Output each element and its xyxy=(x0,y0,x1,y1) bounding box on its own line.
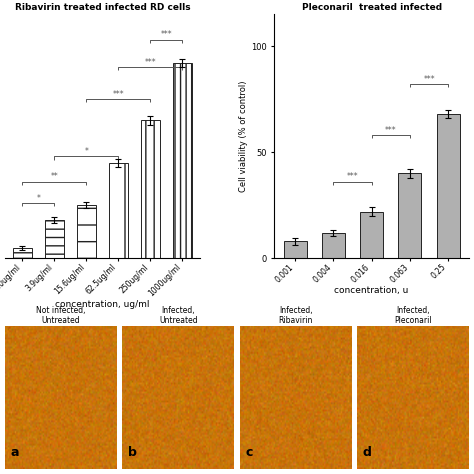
Bar xyxy=(360,212,383,258)
Text: ***: *** xyxy=(423,74,435,83)
Text: ***: *** xyxy=(145,58,156,67)
Title: Infected,
Pleconaril: Infected, Pleconaril xyxy=(394,306,432,325)
Text: ***: *** xyxy=(161,30,172,39)
Text: d: d xyxy=(363,446,372,459)
Text: ***: *** xyxy=(112,90,124,99)
Bar xyxy=(45,220,64,258)
Text: b: b xyxy=(128,446,137,459)
Bar xyxy=(109,163,128,258)
Bar xyxy=(13,248,32,258)
Bar xyxy=(77,205,96,258)
Text: ***: *** xyxy=(385,126,397,135)
Bar xyxy=(322,233,345,258)
Title: Pleconaril  treated infected: Pleconaril treated infected xyxy=(301,3,442,12)
Text: ***: *** xyxy=(346,173,358,181)
Text: **: ** xyxy=(50,173,58,181)
Bar xyxy=(173,63,192,258)
Text: a: a xyxy=(10,446,19,459)
X-axis label: concentration, u: concentration, u xyxy=(335,286,409,295)
Title: Not infected,
Untreated: Not infected, Untreated xyxy=(36,306,85,325)
Title: Infected,
Ribavirin: Infected, Ribavirin xyxy=(279,306,313,325)
Y-axis label: Cell viability (% of control): Cell viability (% of control) xyxy=(239,81,248,192)
Title: Ribavirin treated infected RD cells: Ribavirin treated infected RD cells xyxy=(15,3,190,12)
Bar xyxy=(399,173,421,258)
Text: *: * xyxy=(84,147,88,156)
Title: Infected,
Untreated: Infected, Untreated xyxy=(159,306,198,325)
Bar xyxy=(141,120,160,258)
Bar xyxy=(283,241,307,258)
Bar xyxy=(437,114,460,258)
Text: *: * xyxy=(36,193,40,202)
Text: c: c xyxy=(246,446,253,459)
X-axis label: concentration, ug/ml: concentration, ug/ml xyxy=(55,300,150,309)
